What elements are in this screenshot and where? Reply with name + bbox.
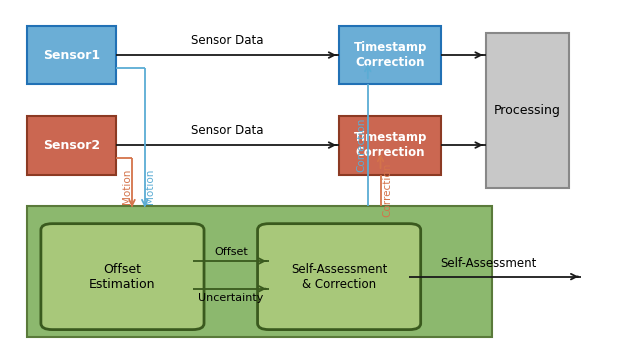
Text: Uncertainty: Uncertainty — [198, 293, 264, 303]
Text: Timestamp
Correction: Timestamp Correction — [353, 131, 427, 159]
Bar — [27, 206, 492, 337]
Bar — [339, 25, 441, 84]
Text: Offset
Estimation: Offset Estimation — [89, 263, 156, 291]
Text: Offset: Offset — [214, 246, 248, 257]
Text: Correction: Correction — [382, 163, 392, 217]
Bar — [486, 32, 568, 188]
Text: Self-Assessment: Self-Assessment — [441, 258, 537, 270]
Text: Self-Assessment
& Correction: Self-Assessment & Correction — [291, 263, 387, 291]
Text: Processing: Processing — [493, 104, 561, 117]
Text: Sensor Data: Sensor Data — [191, 125, 264, 138]
Bar — [27, 116, 116, 174]
Bar — [339, 116, 441, 174]
Text: Correction: Correction — [356, 118, 367, 172]
FancyBboxPatch shape — [257, 224, 420, 329]
Text: Timestamp
Correction: Timestamp Correction — [353, 41, 427, 69]
Text: Sensor2: Sensor2 — [43, 139, 100, 151]
Text: Sensor1: Sensor1 — [43, 49, 100, 61]
FancyBboxPatch shape — [41, 224, 204, 329]
Text: Sensor Data: Sensor Data — [191, 35, 264, 47]
Text: Motion: Motion — [145, 169, 155, 204]
Bar — [27, 25, 116, 84]
Text: Motion: Motion — [122, 169, 132, 204]
